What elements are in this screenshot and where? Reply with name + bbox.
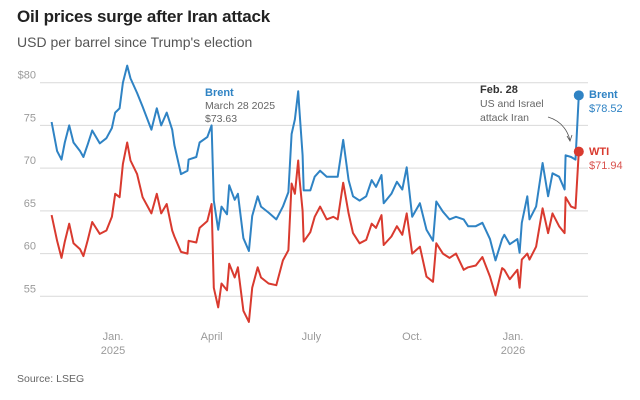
x-tick-label: July xyxy=(302,331,322,343)
x-tick-label: Oct. xyxy=(402,331,422,343)
brent-annotation-date: March 28 2025 xyxy=(205,100,275,112)
chart-title: Oil prices surge after Iran attack xyxy=(17,7,271,26)
brent-annotation-title: Brent xyxy=(205,87,234,99)
chart-subtitle: USD per barrel since Trump's election xyxy=(17,34,253,50)
brent-line xyxy=(50,64,580,262)
y-tick-label: 60 xyxy=(24,241,36,253)
x-tick-sublabel: 2025 xyxy=(101,345,125,357)
brent-annotation-value: $73.63 xyxy=(205,113,237,125)
x-tick-sublabel: 2026 xyxy=(501,345,525,357)
event-annotation-title: Feb. 28 xyxy=(480,84,518,96)
wti-line xyxy=(50,141,580,323)
wti-end-point xyxy=(573,146,584,157)
brent-end-name: Brent xyxy=(589,89,618,101)
brent-end-point xyxy=(573,90,584,101)
y-tick-label: 65 xyxy=(24,198,36,210)
event-annotation-line1: US and Israel xyxy=(480,98,544,110)
y-tick-label: 75 xyxy=(24,112,36,124)
event-arrow xyxy=(547,116,571,141)
event-annotation-line2: attack Iran xyxy=(480,112,529,124)
wti-end-value: $71.94 xyxy=(589,160,623,172)
y-tick-label: 70 xyxy=(24,155,36,167)
x-tick-label: Jan. xyxy=(103,331,124,343)
brent-end-value: $78.52 xyxy=(589,103,623,115)
event-arrow-head xyxy=(566,134,573,142)
source-note: Source: LSEG xyxy=(17,373,85,385)
x-tick-label: Jan. xyxy=(503,331,524,343)
y-tick-label: $80 xyxy=(18,70,36,82)
y-tick-label: 55 xyxy=(24,283,36,295)
x-tick-label: April xyxy=(201,331,223,343)
wti-end-name: WTI xyxy=(589,146,609,158)
